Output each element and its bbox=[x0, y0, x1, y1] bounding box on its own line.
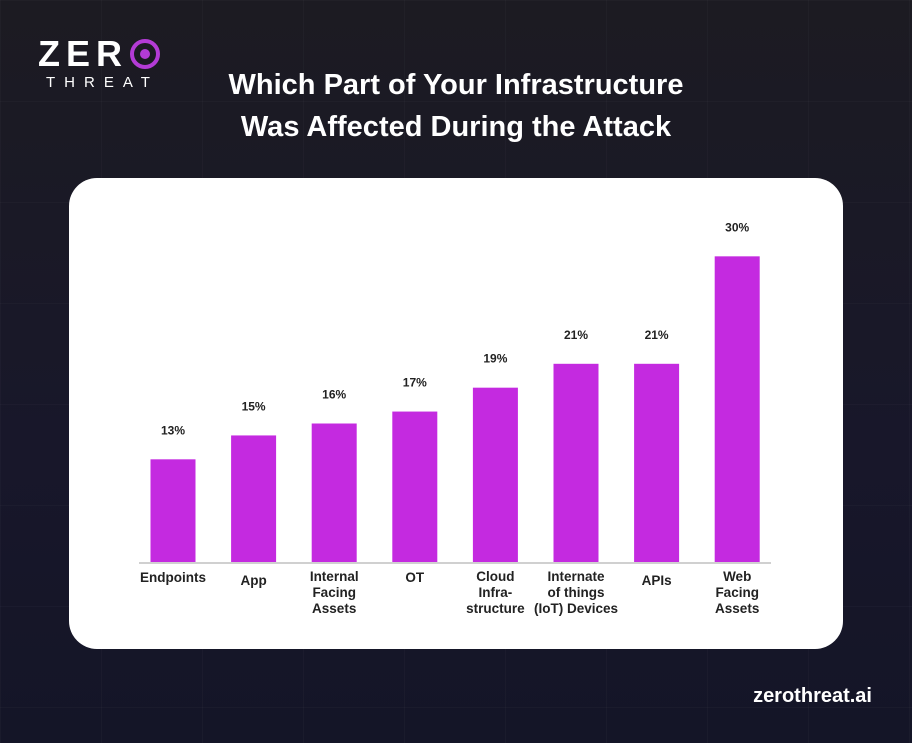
title-line-2: Was Affected During the Attack bbox=[240, 111, 672, 143]
x-tick-label: (IoT) Devices bbox=[534, 601, 618, 616]
logo-text: ZER bbox=[38, 33, 128, 74]
x-tick-label: Internal bbox=[310, 569, 359, 584]
x-tick-label: Assets bbox=[312, 601, 356, 616]
x-tick-label: OT bbox=[405, 570, 425, 585]
bar bbox=[231, 435, 277, 562]
bar bbox=[311, 423, 357, 562]
data-label: 17% bbox=[403, 376, 427, 390]
bar bbox=[714, 256, 760, 562]
x-tick-label: Facing bbox=[312, 585, 356, 600]
footer-url: zerothreat.ai bbox=[753, 685, 872, 707]
x-tick-label: Endpoints bbox=[140, 570, 206, 585]
bar bbox=[392, 411, 438, 562]
data-label: 21% bbox=[645, 328, 669, 342]
x-tick-label: Facing bbox=[715, 585, 759, 600]
bar bbox=[553, 363, 599, 562]
bar bbox=[472, 387, 518, 562]
logo-o-icon bbox=[130, 39, 160, 69]
data-label: 19% bbox=[483, 352, 507, 366]
x-tick-label: Web bbox=[723, 569, 751, 584]
data-label: 15% bbox=[242, 399, 266, 413]
chart-title: Which Part of Your Infrastructure Was Af… bbox=[0, 64, 912, 148]
x-tick-label: Internate bbox=[547, 569, 605, 584]
chart-card bbox=[69, 178, 843, 649]
title-line-1: Which Part of Your Infrastructure bbox=[228, 69, 684, 101]
logo-subtext: THREAT bbox=[46, 74, 159, 91]
data-label: 16% bbox=[322, 387, 346, 401]
x-tick-label: App bbox=[240, 573, 266, 588]
logo: ZER THREAT bbox=[38, 36, 160, 91]
x-tick-label: Assets bbox=[715, 601, 759, 616]
bar bbox=[150, 459, 196, 562]
x-tick-label: Cloud bbox=[476, 569, 514, 584]
data-label: 21% bbox=[564, 328, 588, 342]
data-label: 30% bbox=[725, 220, 749, 234]
x-tick-label: structure bbox=[466, 601, 525, 616]
bar bbox=[634, 363, 680, 562]
x-tick-label: of things bbox=[548, 585, 605, 600]
x-tick-label: APIs bbox=[642, 573, 672, 588]
x-tick-label: Infra- bbox=[479, 585, 513, 600]
data-label: 13% bbox=[161, 423, 185, 437]
